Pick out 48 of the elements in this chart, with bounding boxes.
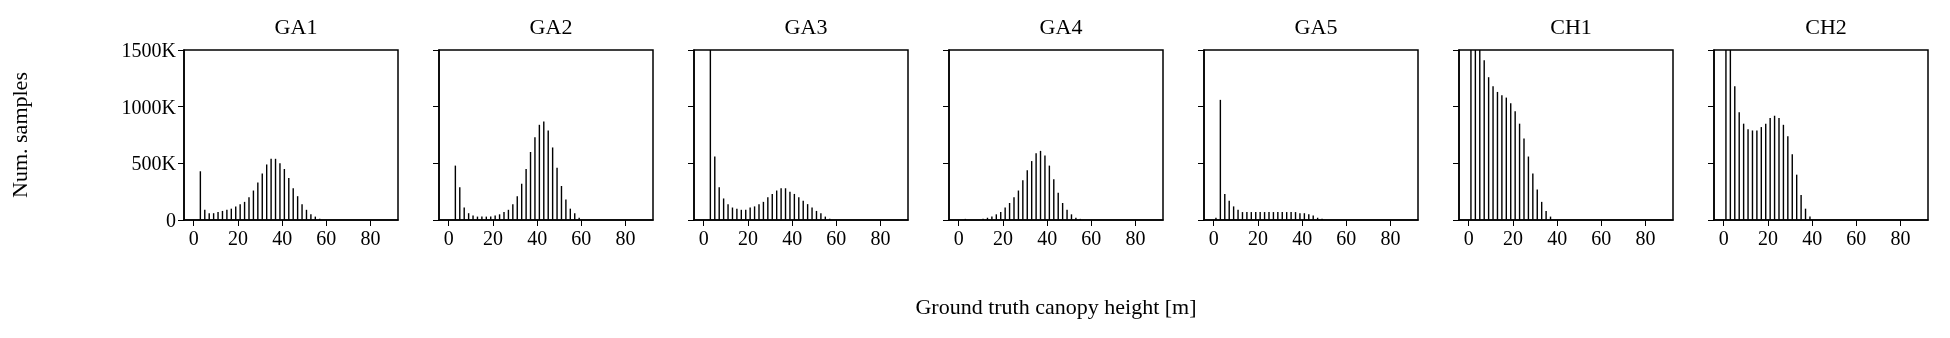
chart-title: GA1 bbox=[274, 13, 318, 39]
x-tick-label: 40 bbox=[1292, 227, 1313, 249]
x-tick-label: 80 bbox=[1125, 227, 1146, 249]
x-tick-label: 0 bbox=[1463, 227, 1474, 249]
x-axis-title: Ground truth canopy height [m] bbox=[915, 293, 1197, 319]
x-tick-label: 60 bbox=[1591, 227, 1612, 249]
chart-title: GA2 bbox=[529, 13, 573, 39]
x-tick-label: 60 bbox=[826, 227, 847, 249]
x-tick-label: 40 bbox=[782, 227, 803, 249]
y-tick-label: 0 bbox=[166, 209, 176, 231]
x-tick-label: 40 bbox=[1037, 227, 1058, 249]
x-tick-label: 40 bbox=[527, 227, 548, 249]
x-tick-label: 40 bbox=[1802, 227, 1823, 249]
y-axis-title: Num. samples bbox=[6, 72, 32, 198]
x-tick-label: 60 bbox=[571, 227, 592, 249]
x-tick-label: 0 bbox=[188, 227, 199, 249]
x-tick-label: 20 bbox=[482, 227, 503, 249]
x-tick-label: 20 bbox=[227, 227, 248, 249]
x-tick-label: 0 bbox=[1718, 227, 1729, 249]
x-tick-label: 60 bbox=[316, 227, 337, 249]
x-tick-label: 60 bbox=[1081, 227, 1102, 249]
x-tick-label: 40 bbox=[272, 227, 293, 249]
chart-title: GA5 bbox=[1294, 13, 1338, 39]
x-tick-label: 80 bbox=[1890, 227, 1911, 249]
x-tick-label: 20 bbox=[992, 227, 1013, 249]
x-tick-label: 40 bbox=[1547, 227, 1568, 249]
x-tick-label: 80 bbox=[615, 227, 636, 249]
y-tick-label: 1000K bbox=[121, 95, 177, 118]
x-tick-label: 80 bbox=[870, 227, 891, 249]
x-tick-label: 60 bbox=[1336, 227, 1357, 249]
chart-title: CH1 bbox=[1550, 13, 1592, 39]
x-tick-label: 0 bbox=[1208, 227, 1219, 249]
x-tick-label: 80 bbox=[1635, 227, 1656, 249]
chart-title: GA4 bbox=[1039, 13, 1083, 39]
y-tick-label: 500K bbox=[131, 152, 177, 175]
x-tick-label: 60 bbox=[1846, 227, 1867, 249]
x-tick-label: 0 bbox=[443, 227, 454, 249]
x-tick-label: 20 bbox=[1502, 227, 1523, 249]
y-tick-label: 1500K bbox=[121, 39, 177, 61]
x-tick-label: 20 bbox=[737, 227, 758, 249]
x-tick-label: 20 bbox=[1757, 227, 1778, 249]
x-tick-label: 0 bbox=[953, 227, 964, 249]
chart-title: CH2 bbox=[1805, 13, 1847, 39]
x-tick-label: 80 bbox=[360, 227, 381, 249]
x-tick-label: 80 bbox=[1380, 227, 1401, 249]
x-tick-label: 0 bbox=[698, 227, 709, 249]
x-tick-label: 20 bbox=[1247, 227, 1268, 249]
chart-title: GA3 bbox=[784, 13, 828, 39]
